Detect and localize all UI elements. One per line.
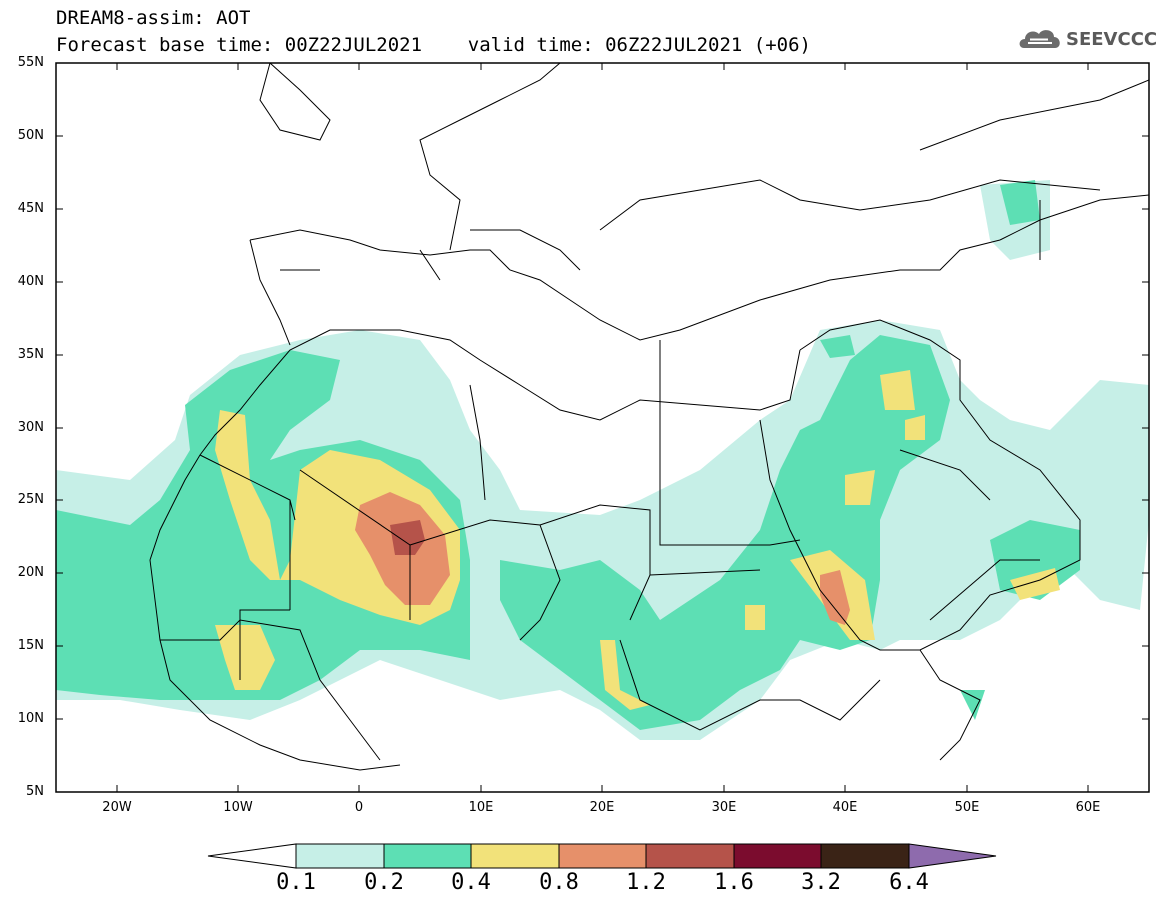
aot-layer-1.2 (390, 520, 425, 555)
colorbar (207, 843, 997, 869)
lat-label: 45N (17, 201, 44, 216)
lat-label: 50N (17, 128, 44, 143)
lat-label: 40N (17, 274, 44, 289)
colorbar-swatch (733, 843, 822, 869)
lat-label: 5N (26, 784, 44, 799)
chart-title-line1: DREAM8-assim: AOT (56, 7, 251, 29)
lat-label: 10N (17, 711, 44, 726)
lat-label: 35N (17, 347, 44, 362)
lat-label: 15N (17, 638, 44, 653)
lat-label: 25N (17, 492, 44, 507)
logo-text: SEEVCCC (1066, 28, 1158, 50)
lon-label: 20E (589, 800, 615, 815)
colorbar-high-arrow (908, 843, 997, 869)
lon-label: 60E (1075, 800, 1101, 815)
colorbar-label: 1.6 (714, 870, 754, 895)
colorbar-label: 3.2 (801, 870, 841, 895)
lat-label: 20N (17, 565, 44, 580)
lon-label: 50E (954, 800, 980, 815)
colorbar-low-arrow (207, 843, 297, 869)
lat-label: 30N (17, 420, 44, 435)
colorbar-label: 0.4 (451, 870, 491, 895)
colorbar-label: 6.4 (889, 870, 929, 895)
lat-ticks (56, 62, 1149, 793)
colorbar-swatch (295, 843, 385, 869)
lon-label: 10W (223, 800, 253, 815)
seevccc-logo: SEEVCCC (1018, 24, 1157, 54)
lon-label: 40E (832, 800, 858, 815)
colorbar-label: 0.8 (539, 870, 579, 895)
lat-label: 55N (17, 55, 44, 70)
lon-label: 10E (468, 800, 494, 815)
coastlines (149, 63, 1149, 771)
colorbar-label: 0.2 (364, 870, 404, 895)
colorbar-swatch (470, 843, 560, 869)
colorbar-swatch (820, 843, 910, 869)
chart-title-line2: Forecast base time: 00Z22JUL2021 valid t… (56, 34, 811, 56)
colorbar-label: 0.1 (276, 870, 316, 895)
colorbar-swatch (383, 843, 472, 869)
lon-ticks (116, 63, 1089, 792)
cloud-logo-icon (1019, 30, 1060, 48)
colorbar-swatch (558, 843, 647, 869)
lon-label: 0 (354, 800, 364, 815)
colorbar-swatch (645, 843, 735, 869)
colorbar-label: 1.2 (626, 870, 666, 895)
lon-label: 20W (102, 800, 132, 815)
lon-label: 30E (711, 800, 737, 815)
